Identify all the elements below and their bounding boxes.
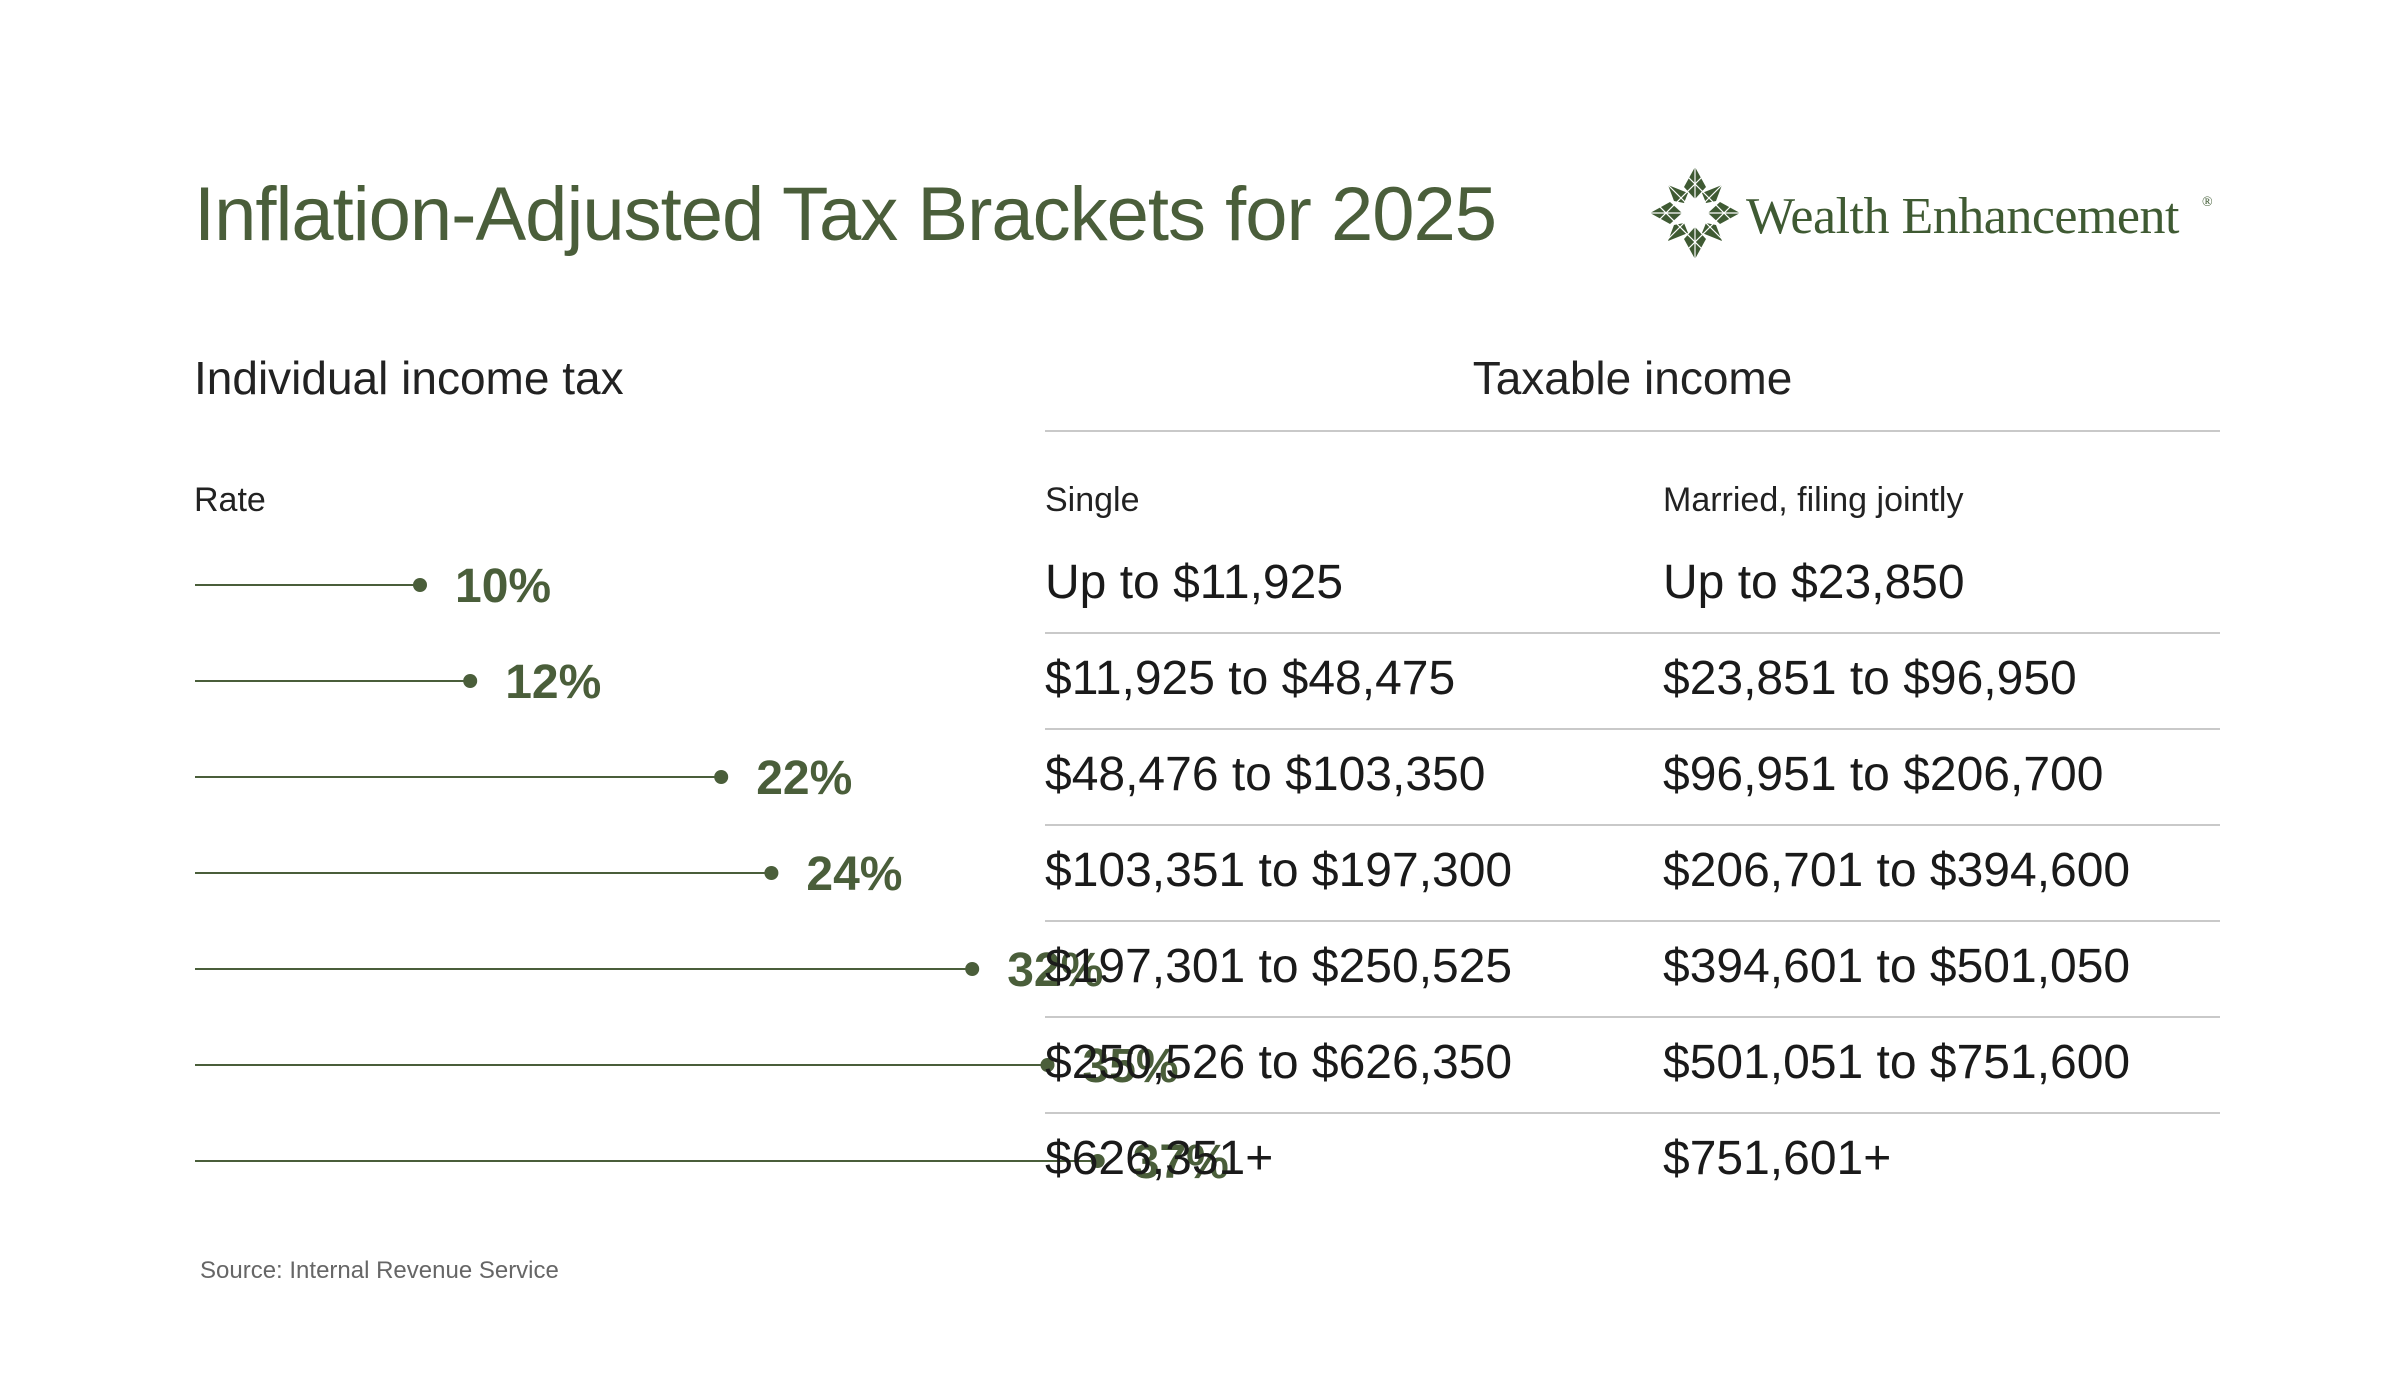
rate-bar-dot	[1090, 1154, 1105, 1168]
individual-income-tax-heading: Individual income tax	[194, 352, 624, 404]
rate-bar-dot	[413, 578, 427, 592]
single-column-header: Single	[1045, 481, 1140, 519]
single-income-cell: Up to $11,925	[1045, 556, 1344, 609]
single-income-cell: $626,351+	[1045, 1132, 1274, 1185]
single-income-cell: $197,301 to $250,525	[1045, 940, 1513, 993]
brand-logo: Wealth Enhancement ®	[1648, 165, 2218, 261]
married-column-header: Married, filing jointly	[1663, 481, 1964, 519]
single-income-cell: $48,476 to $103,350	[1045, 748, 1486, 801]
married-income-cell: $394,601 to $501,050	[1663, 940, 2131, 993]
married-income-cell: $96,951 to $206,700	[1663, 748, 2104, 801]
single-income-cell: $103,351 to $197,300	[1045, 844, 1513, 897]
rate-label: 12%	[505, 656, 601, 709]
rate-bar-dot	[965, 962, 980, 976]
married-income-cell: $206,701 to $394,600	[1663, 844, 2131, 897]
taxable-income-divider	[1045, 430, 2220, 432]
rate-label: 35%	[1083, 1040, 1179, 1093]
source-note: Source: Internal Revenue Service	[200, 1257, 559, 1284]
married-income-cell: $501,051 to $751,600	[1663, 1036, 2131, 1089]
wealth-enhancement-mark-icon	[1648, 165, 1742, 261]
rate-label: 24%	[806, 848, 902, 901]
rate-label: 22%	[756, 752, 852, 805]
single-income-cell: $11,925 to $48,475	[1045, 652, 1456, 705]
registered-mark: ®	[2202, 195, 2213, 210]
rate-label: 32%	[1007, 944, 1103, 997]
brand-name: Wealth Enhancement	[1746, 188, 2179, 245]
taxable-income-heading: Taxable income	[1472, 352, 1793, 404]
rate-label: 10%	[455, 560, 551, 613]
married-income-cell: $23,851 to $96,950	[1663, 652, 2077, 705]
married-income-cell: $751,601+	[1663, 1132, 1892, 1185]
rate-label: 37%	[1133, 1136, 1229, 1189]
married-income-cell: Up to $23,850	[1663, 556, 1965, 609]
page-title: Inflation-Adjusted Tax Brackets for 2025	[194, 172, 1497, 257]
rate-bar-dot	[714, 770, 729, 784]
rate-column-header: Rate	[194, 481, 266, 519]
rate-bar-dot	[764, 866, 779, 880]
rate-bar-dot	[1040, 1058, 1055, 1072]
rate-bar-dot	[463, 674, 478, 688]
single-income-cell: $250,526 to $626,350	[1045, 1036, 1513, 1089]
